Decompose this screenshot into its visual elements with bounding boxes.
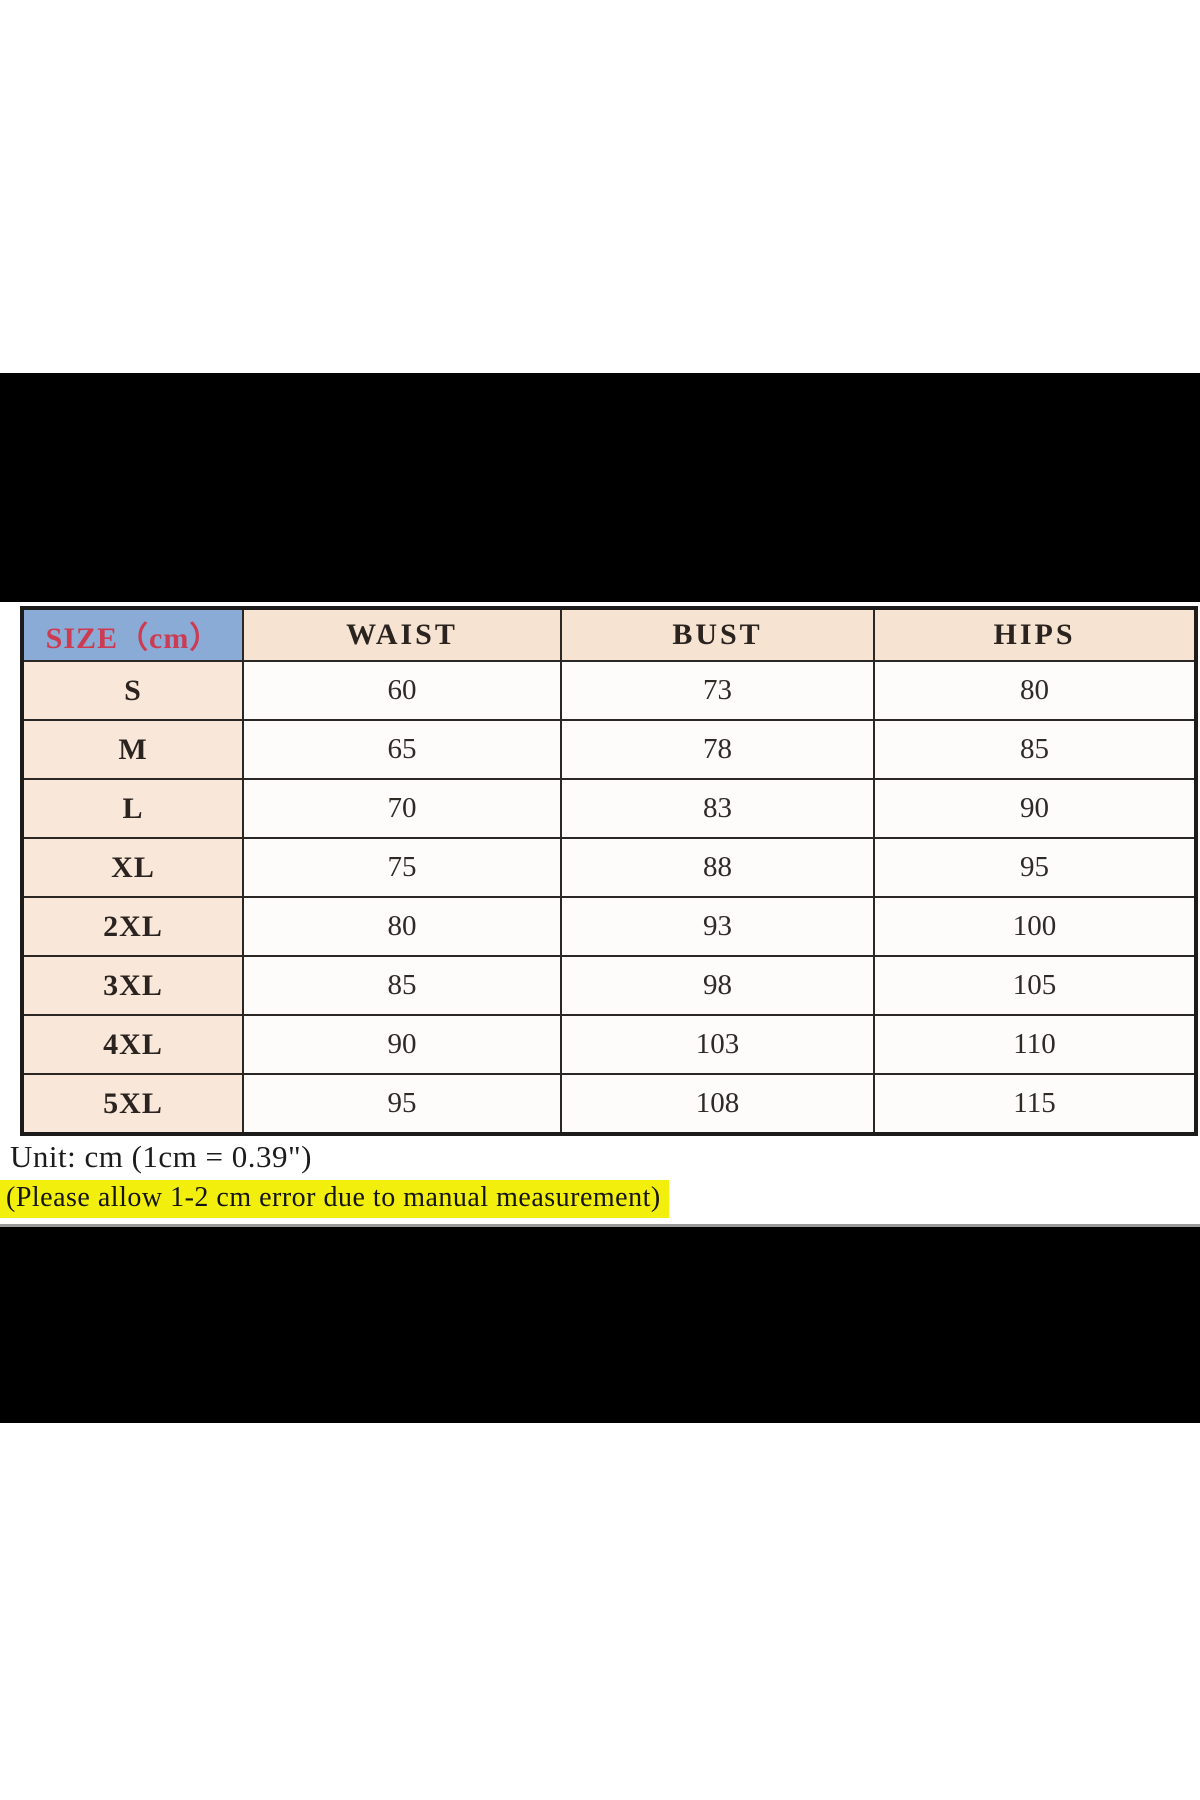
- waist-value-cell: 70: [242, 778, 562, 839]
- table-row: S 60 73 80: [21, 660, 1197, 721]
- hips-value-cell: 80: [873, 660, 1197, 721]
- table-row: M 65 78 85: [21, 719, 1197, 780]
- hips-value-cell: 100: [873, 896, 1197, 957]
- unit-note: Unit: cm (1cm = 0.39"): [10, 1139, 313, 1174]
- size-label-cell: 5XL: [21, 1073, 244, 1135]
- bust-value-cell: 103: [560, 1014, 875, 1075]
- size-label-cell: 2XL: [21, 896, 244, 957]
- tolerance-note: (Please allow 1-2 cm error due to manual…: [0, 1180, 669, 1218]
- header-cell-hips: HIPS: [873, 607, 1197, 662]
- bust-value-cell: 98: [560, 955, 875, 1016]
- bust-value-cell: 108: [560, 1073, 875, 1135]
- hips-value-cell: 115: [873, 1073, 1197, 1135]
- waist-value-cell: 95: [242, 1073, 562, 1135]
- size-chart-table: SIZE（cm） WAIST BUST HIPS S 60 73 80 M 65 78 85 L…: [20, 606, 1198, 1136]
- hips-value-cell: 85: [873, 719, 1197, 780]
- waist-value-cell: 85: [242, 955, 562, 1016]
- hips-value-cell: 95: [873, 837, 1197, 898]
- header-row: SIZE（cm） WAIST BUST HIPS: [21, 607, 1197, 662]
- waist-value-cell: 65: [242, 719, 562, 780]
- top-letterbox-bar: [0, 373, 1200, 602]
- hips-value-cell: 110: [873, 1014, 1197, 1075]
- size-chart-table-container: SIZE（cm） WAIST BUST HIPS S 60 73 80 M 65 78 85 L…: [20, 606, 1198, 1136]
- table-row: XL 75 88 95: [21, 837, 1197, 898]
- table-row: 2XL 80 93 100: [21, 896, 1197, 957]
- bust-value-cell: 93: [560, 896, 875, 957]
- bust-value-cell: 83: [560, 778, 875, 839]
- waist-value-cell: 90: [242, 1014, 562, 1075]
- hips-value-cell: 105: [873, 955, 1197, 1016]
- size-label-cell: M: [21, 719, 244, 780]
- size-label-cell: 3XL: [21, 955, 244, 1016]
- header-cell-size: SIZE（cm）: [21, 607, 244, 662]
- waist-value-cell: 60: [242, 660, 562, 721]
- size-label-cell: S: [21, 660, 244, 721]
- header-cell-bust: BUST: [560, 607, 875, 662]
- waist-value-cell: 80: [242, 896, 562, 957]
- bust-value-cell: 88: [560, 837, 875, 898]
- hips-value-cell: 90: [873, 778, 1197, 839]
- size-label-cell: XL: [21, 837, 244, 898]
- table-row: 3XL 85 98 105: [21, 955, 1197, 1016]
- table-row: 5XL 95 108 115: [21, 1073, 1197, 1135]
- size-label-cell: L: [21, 778, 244, 839]
- table-row: L 70 83 90: [21, 778, 1197, 839]
- size-label-cell: 4XL: [21, 1014, 244, 1075]
- bottom-letterbox-bar: [0, 1224, 1200, 1423]
- bust-value-cell: 73: [560, 660, 875, 721]
- bust-value-cell: 78: [560, 719, 875, 780]
- size-table-body: S 60 73 80 M 65 78 85 L 70 83 90 XL 75 88 95 2XL 80 93 100 3…: [21, 660, 1197, 1135]
- header-cell-waist: WAIST: [242, 607, 562, 662]
- waist-value-cell: 75: [242, 837, 562, 898]
- table-row: 4XL 90 103 110: [21, 1014, 1197, 1075]
